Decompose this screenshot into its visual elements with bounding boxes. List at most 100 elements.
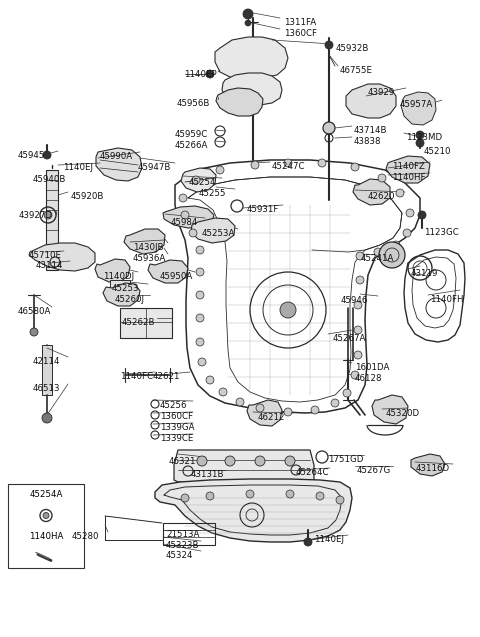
Text: 45255: 45255 [199,189,227,198]
Text: 45932B: 45932B [336,44,370,53]
Circle shape [325,41,333,49]
Circle shape [416,131,424,139]
Polygon shape [353,179,390,205]
Polygon shape [103,283,140,306]
Circle shape [196,314,204,322]
Text: 45950A: 45950A [160,272,193,281]
Text: 45267A: 45267A [333,334,366,343]
Circle shape [406,209,414,217]
Circle shape [44,211,52,219]
Text: 43119: 43119 [411,269,438,278]
Polygon shape [29,243,95,271]
Circle shape [197,456,207,466]
Circle shape [392,241,400,249]
Text: 45266A: 45266A [175,141,208,150]
Circle shape [311,406,319,414]
Text: 1751GD: 1751GD [328,455,363,464]
Text: 43131B: 43131B [191,470,225,479]
Text: 45959C: 45959C [175,130,208,139]
Text: 46212: 46212 [258,413,286,422]
Circle shape [196,246,204,254]
Text: 21513A: 21513A [166,530,199,539]
Circle shape [43,513,49,519]
Circle shape [304,538,312,546]
Text: 45940B: 45940B [33,175,66,184]
Text: 43116D: 43116D [416,464,450,473]
Text: 1140FC: 1140FC [120,372,153,381]
Text: 45254A: 45254A [29,490,63,499]
Polygon shape [155,479,352,542]
Text: 45210: 45210 [424,147,452,156]
Circle shape [42,413,52,423]
Text: 45931F: 45931F [247,205,279,214]
Circle shape [323,122,335,134]
Circle shape [255,456,265,466]
Polygon shape [386,156,430,183]
Bar [110,280,130,290]
Text: 46128: 46128 [355,374,383,383]
Bar [163,523,215,545]
Circle shape [318,159,326,167]
Text: 1123MD: 1123MD [406,133,442,142]
Circle shape [251,161,259,169]
Text: 1430JB: 1430JB [133,243,164,252]
Text: 45267G: 45267G [357,466,391,475]
Circle shape [236,398,244,406]
Polygon shape [96,148,142,181]
Text: 45264C: 45264C [296,468,329,477]
Circle shape [206,492,214,500]
Text: 43114: 43114 [36,261,63,270]
Text: 45260J: 45260J [115,295,145,304]
Circle shape [286,490,294,498]
Text: 46513: 46513 [33,384,60,393]
Text: 1140HA: 1140HA [29,532,63,541]
Circle shape [356,276,364,284]
Circle shape [256,404,264,412]
Text: 43838: 43838 [354,137,382,146]
Circle shape [246,490,254,498]
Text: 45920B: 45920B [71,192,104,201]
Circle shape [43,151,51,159]
Text: 45254: 45254 [189,178,216,187]
Polygon shape [95,259,130,282]
Circle shape [416,139,424,147]
Text: 45256: 45256 [160,401,188,410]
Text: 1140FZ: 1140FZ [392,162,425,171]
Circle shape [219,388,227,396]
Circle shape [379,242,405,268]
Circle shape [354,351,362,359]
Polygon shape [181,168,216,192]
Text: 1140EJ: 1140EJ [314,535,344,544]
Text: 45323B: 45323B [166,541,200,550]
Circle shape [284,408,292,416]
Text: 1140FH: 1140FH [430,295,464,304]
Circle shape [336,496,344,504]
Circle shape [403,229,411,237]
Text: 45262B: 45262B [122,318,156,327]
Text: 42621: 42621 [153,372,180,381]
Text: 45247C: 45247C [272,162,305,171]
Text: 45324: 45324 [166,551,193,560]
Circle shape [343,389,351,397]
Text: 1311FA: 1311FA [284,18,316,27]
Circle shape [378,174,386,182]
Text: 45946: 45946 [341,296,368,305]
Text: 45947B: 45947B [138,163,171,172]
Polygon shape [222,73,282,106]
Circle shape [284,159,292,167]
Circle shape [192,176,200,184]
Polygon shape [174,450,314,482]
Circle shape [351,163,359,171]
Polygon shape [372,395,408,424]
Polygon shape [247,400,282,426]
Circle shape [331,399,339,407]
Circle shape [245,20,251,26]
Circle shape [285,456,295,466]
Circle shape [225,456,235,466]
Polygon shape [163,206,214,228]
Text: 45990A: 45990A [100,152,133,161]
Circle shape [189,229,197,237]
Text: 46755E: 46755E [340,66,373,75]
Text: 45241A: 45241A [361,254,395,263]
Circle shape [396,189,404,197]
